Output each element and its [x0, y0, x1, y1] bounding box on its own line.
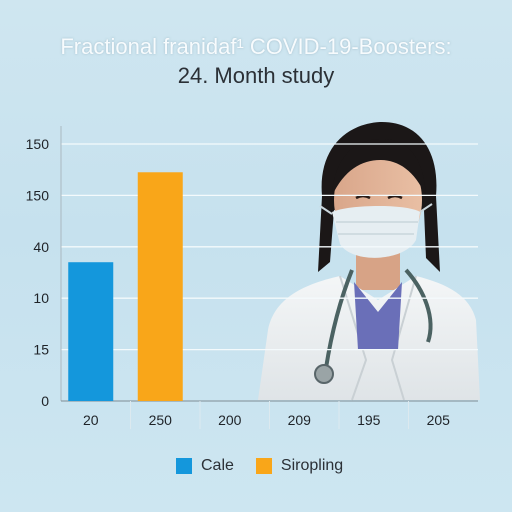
y-tick-label-2: 10 — [33, 290, 49, 306]
y-tick-label-1: 15 — [33, 342, 49, 358]
legend-swatch-cale — [176, 458, 192, 474]
y-tick-label-4: 150 — [26, 187, 50, 203]
face-mask-icon — [319, 203, 433, 258]
legend-label-cale: Cale — [201, 457, 234, 474]
y-tick-labels: 0 15 10 40 150 150 — [26, 136, 50, 409]
shirt — [354, 282, 402, 350]
bar-siropling-250 — [137, 172, 183, 401]
x-tick-label-0: 20 — [83, 412, 99, 428]
x-tick-label-5: 205 — [427, 412, 451, 428]
bars — [68, 172, 183, 401]
y-tick-label-0: 0 — [41, 393, 49, 409]
bar-cale-20 — [68, 262, 114, 401]
y-tick-label-5: 150 — [26, 136, 50, 152]
hair-front — [332, 138, 426, 196]
stethoscope-icon — [314, 268, 433, 384]
doctor-photo — [258, 121, 480, 401]
legend-item-siropling: Siropling — [255, 457, 344, 475]
legend-item-cale: Cale — [176, 457, 234, 475]
y-tick-label-3: 40 — [33, 239, 49, 255]
chart-title-line2: 24. Month study — [177, 63, 335, 88]
x-tick-label-1: 250 — [149, 412, 173, 428]
legend: Cale Siropling — [176, 457, 365, 475]
x-tick-label-4: 195 — [357, 412, 381, 428]
legend-label-siropling: Siropling — [280, 457, 344, 474]
x-tick-label-3: 209 — [288, 412, 312, 428]
gridlines — [61, 143, 478, 351]
x-tick-label-2: 200 — [218, 412, 242, 428]
x-tick-labels: 20 250 200 209 195 205 — [83, 412, 450, 428]
chart-title-line1: Fractional franidaf¹ COVID-19-Boosters: — [60, 34, 452, 59]
axes — [60, 126, 478, 429]
legend-swatch-siropling — [255, 458, 272, 474]
